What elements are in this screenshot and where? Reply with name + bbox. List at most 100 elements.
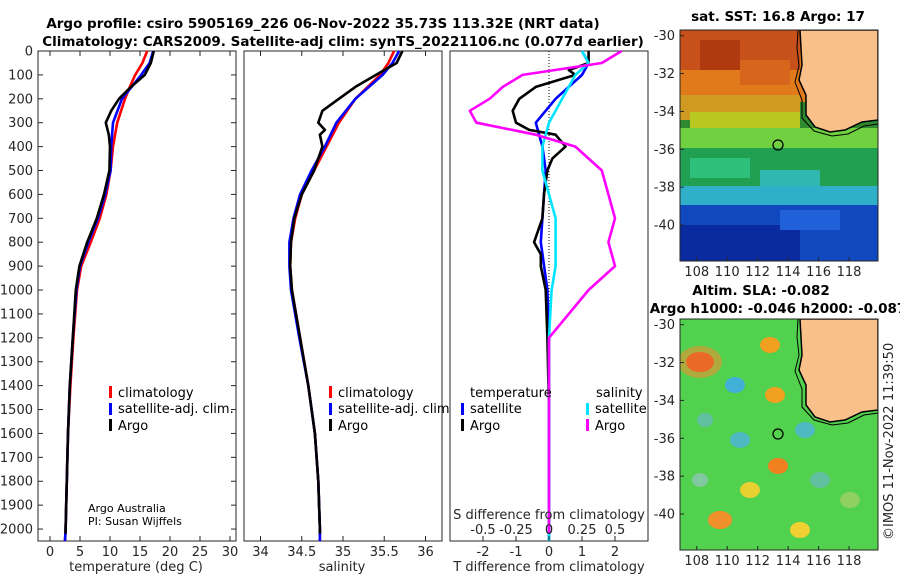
- map-y-tick-label: -30: [654, 318, 675, 333]
- series-line-temperature-argo: [511, 51, 590, 534]
- legend-swatch-t-satellite: [461, 403, 464, 415]
- map-y-tick-label: -36: [654, 143, 675, 158]
- legend-title-temperature: temperature: [470, 386, 552, 401]
- map-y-tick-label: -32: [654, 67, 675, 82]
- difference-xlabel-top: S difference from climatology: [453, 508, 645, 523]
- legend-label-climatology: climatology: [118, 386, 194, 401]
- map-y-tick-label: -38: [654, 181, 675, 196]
- x-tick-label: 1: [578, 545, 586, 560]
- legend-title-salinity: salinity: [596, 386, 643, 401]
- series-line-argo: [288, 50, 404, 534]
- map-x-tick-label: 110: [715, 554, 740, 569]
- difference-panel: -2 -1 0 1 2 -0.5 -0.25 0 0.25 0.5 T difference f…: [449, 49, 649, 575]
- legend-label-satellite-adj: satellite-adj. clim.: [118, 402, 234, 417]
- y-tick-label: 1300: [0, 355, 33, 370]
- y-tick-label: 2000: [0, 523, 33, 538]
- x-tick-label: 2: [611, 545, 619, 560]
- y-tick-label: 500: [8, 164, 33, 179]
- map-x-tick-label: 118: [837, 554, 862, 569]
- y-tick-label: 400: [8, 140, 33, 155]
- y-tick-label: 600: [8, 188, 33, 203]
- y-tick-label: 1200: [0, 331, 33, 346]
- temperature-xlabel: temperature (deg C): [69, 560, 203, 575]
- y-tick-label: 1600: [0, 427, 33, 442]
- x-tick-label: -2: [477, 545, 490, 560]
- sla-map-title-1: Altim. SLA: -0.082: [692, 283, 829, 299]
- x-tick-label: 0: [545, 545, 553, 560]
- sst-map-title: sat. SST: 16.8 Argo: 17: [691, 9, 865, 25]
- sst-map-panel: sat. SST: 16.8 Argo: 17 108 110 112 114 116 1…: [654, 9, 879, 280]
- x-tick-label-salinity: -0.5: [470, 523, 495, 538]
- x-tick-label: 15: [132, 545, 149, 560]
- y-tick-label: 300: [8, 116, 33, 131]
- y-tick-label: 1100: [0, 307, 33, 322]
- x-tick-label: 35.5: [370, 545, 399, 560]
- y-tick-label: 1900: [0, 499, 33, 514]
- credit-line-1: Argo Australia: [88, 502, 166, 515]
- legend-swatch-s-satellite: [586, 403, 589, 415]
- x-tick-label: 35: [335, 545, 352, 560]
- map-x-tick-label: 116: [806, 554, 831, 569]
- map-y-tick-label: -40: [654, 219, 675, 234]
- title-line-1: Argo profile: csiro 5905169_226 06-Nov-2…: [46, 16, 599, 32]
- sst-land: [798, 30, 878, 133]
- map-x-tick-label: 114: [776, 265, 801, 280]
- y-tick-label: 1500: [0, 403, 33, 418]
- x-tick-label-salinity: 0.5: [605, 523, 626, 538]
- sla-land: [798, 319, 878, 423]
- map-x-tick-label: 118: [837, 265, 862, 280]
- legend-label-argo: Argo: [338, 419, 368, 434]
- legend-label-satellite-adj: satellite-adj. clim.: [338, 402, 454, 417]
- x-tick-label-salinity: -0.25: [499, 523, 533, 538]
- y-tick-label: 1800: [0, 475, 33, 490]
- map-x-tick-label: 112: [745, 265, 770, 280]
- salinity-axes-box: [243, 50, 443, 542]
- salinity-panel: 34 34.5 35 35.5 36 salinity climatology sate…: [243, 50, 454, 575]
- salinity-legend: climatology satellite-adj. clim. Argo: [329, 386, 454, 434]
- map-y-tick-label: -36: [654, 432, 675, 447]
- y-tick-label: 1400: [0, 379, 33, 394]
- y-tick-label: 900: [8, 260, 33, 275]
- legend-label-t-argo: Argo: [470, 419, 500, 434]
- legend-swatch-t-argo: [461, 419, 464, 431]
- legend-label-s-satellite: satellite: [595, 402, 647, 417]
- y-tick-label: 700: [8, 212, 33, 227]
- map-x-tick-label: 114: [776, 554, 801, 569]
- map-y-tick-label: -30: [654, 29, 675, 44]
- legend-swatch-satellite-adj: [329, 403, 332, 415]
- legend-label-climatology: climatology: [338, 386, 414, 401]
- x-tick-label: 36: [417, 545, 434, 560]
- y-tick-label: 100: [8, 68, 33, 83]
- series-line-argo: [64, 50, 156, 534]
- temperature-axes-box: [37, 50, 237, 542]
- sst-argo-marker: [772, 139, 784, 151]
- y-tick-label: 0: [25, 45, 33, 60]
- series-line-salinity-argo: [468, 49, 623, 534]
- y-tick-label: 1000: [0, 284, 33, 299]
- legend-swatch-climatology: [109, 386, 112, 398]
- x-tick-label: 30: [222, 545, 239, 560]
- y-tick-label: 1700: [0, 451, 33, 466]
- sla-map-panel: Altim. SLA: -0.082 Argo h1000: -0.046 h2…: [650, 283, 900, 569]
- legend-swatch-argo: [109, 419, 112, 431]
- legend-swatch-argo: [329, 419, 332, 431]
- sla-map-title-2: Argo h1000: -0.046 h2000: -0.087: [650, 301, 900, 317]
- x-tick-label: -1: [510, 545, 523, 560]
- salinity-xlabel: salinity: [319, 560, 366, 575]
- x-tick-label: 20: [162, 545, 179, 560]
- sst-map-image: [680, 30, 878, 261]
- y-tick-label: 200: [8, 92, 33, 107]
- legend-swatch-s-argo: [586, 419, 589, 431]
- x-tick-label: 5: [76, 545, 84, 560]
- x-tick-label-salinity: 0.25: [568, 523, 597, 538]
- difference-xlabel: T difference from climatology: [452, 560, 645, 575]
- legend-label-t-satellite: satellite: [470, 402, 522, 417]
- map-x-tick-label: 110: [715, 265, 740, 280]
- credit-line-2: PI: Susan Wijffels: [88, 515, 182, 528]
- x-tick-label: 10: [102, 545, 119, 560]
- x-tick-label: 34.5: [287, 545, 316, 560]
- sla-argo-marker: [772, 428, 784, 440]
- x-tick-label: 0: [46, 545, 54, 560]
- map-y-tick-label: -34: [654, 394, 675, 409]
- temperature-panel: 0 5 10 15 20 25 30 010020030040050060070080090…: [0, 45, 648, 575]
